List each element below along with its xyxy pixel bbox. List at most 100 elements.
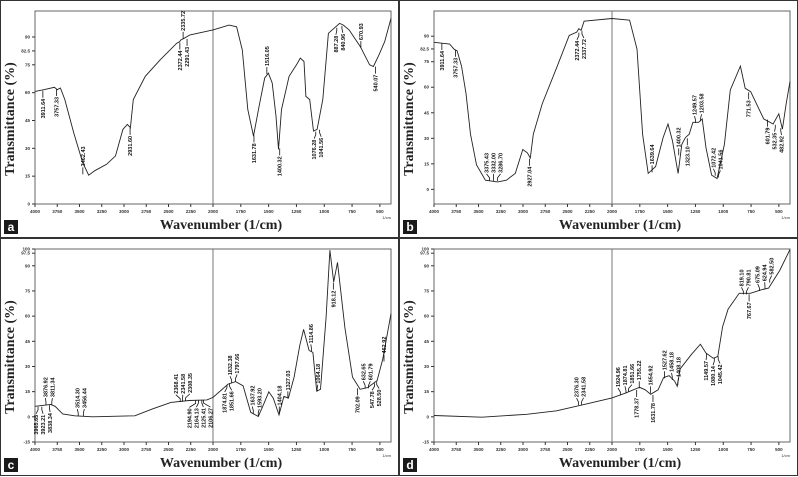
x-tick-label: 3000	[518, 209, 529, 214]
y-tick-label: 60	[424, 85, 430, 90]
peak-label: 3965.65	[34, 415, 40, 435]
y-tick-label: 82.5	[420, 46, 429, 51]
peak-label: 1323.10	[685, 146, 691, 166]
x-tick-label: 3000	[119, 447, 130, 452]
y-tick-label: 15	[424, 161, 430, 166]
y-tick-label: 30	[424, 136, 430, 141]
x-tick-label: 3250	[496, 447, 507, 452]
x-tick-label: 2000	[607, 209, 618, 214]
x-tick-label: 1000	[319, 209, 330, 214]
peak-label: 540.07	[373, 75, 379, 92]
panel-tag: c	[4, 458, 18, 472]
peak-label: 790.81	[746, 269, 752, 286]
x-tick-label: 2500	[562, 447, 573, 452]
x-tick-label: 2750	[141, 209, 152, 214]
x-tick-label: 3750	[52, 209, 63, 214]
peak-label: 528.50	[377, 390, 383, 407]
peak-label: 1654.92	[648, 365, 654, 385]
x-axis-label: Wavenumber (1/cm)	[540, 456, 700, 472]
peak-label: 1851.66	[230, 391, 236, 411]
peak-label: 3375.43	[485, 153, 491, 173]
peak-label: 2368.41	[174, 374, 180, 394]
peak-marker	[252, 406, 253, 413]
peak-label: 1832.38	[228, 355, 234, 375]
peak-label: 2341.58	[181, 374, 187, 394]
y-tick-label: 75	[25, 62, 31, 67]
x-tick-label: 3000	[518, 447, 529, 452]
panel-tag: d	[403, 458, 417, 472]
x-tick-label: 1000	[718, 209, 729, 214]
x-tick-label: 1500	[663, 447, 674, 452]
peak-marker	[377, 382, 379, 389]
peak-label: 1631.78	[651, 403, 657, 423]
peak-label: 3911.64	[440, 50, 446, 71]
x-tick-label: 2000	[607, 447, 618, 452]
y-tick-label: 82.5	[21, 48, 30, 53]
peak-label: 582.50	[770, 258, 776, 275]
y-tick-label: -15	[422, 440, 429, 445]
peak-label: 1041.56	[319, 138, 325, 158]
peak-label: 1631.78	[252, 143, 258, 163]
peak-label: 1851.66	[630, 364, 636, 384]
peak-label: 2376.30	[575, 377, 581, 397]
peak-label: 2291.43	[185, 47, 191, 67]
x-unit-label: 1/cm	[382, 215, 391, 220]
x-tick-label: 4000	[30, 209, 41, 214]
peak-label: 2927.04	[527, 166, 533, 187]
peak-marker	[342, 26, 343, 33]
y-tick-label: 60	[25, 90, 31, 95]
y-tick-label: 90	[25, 263, 31, 268]
peak-label: 840.96	[341, 34, 347, 51]
peak-marker	[230, 376, 232, 383]
peak-marker	[363, 381, 365, 388]
peak-label: 1516.05	[265, 46, 271, 66]
y-tick-label: 30	[424, 364, 430, 369]
peak-label: 1408.18	[677, 357, 683, 377]
y-tick-label: 100	[22, 247, 30, 252]
x-tick-label: 2750	[141, 447, 152, 452]
y-tick-label: 30	[25, 146, 31, 151]
y-tick-label: 60	[25, 314, 31, 319]
peak-marker	[336, 28, 337, 35]
x-tick-label: 1750	[236, 209, 247, 214]
peak-label: 3923.21	[41, 415, 47, 435]
peak-label: 670.93	[359, 23, 365, 40]
y-tick-label: 15	[25, 389, 31, 394]
peak-marker	[577, 398, 579, 405]
x-axis-label: Wavenumber (1/cm)	[540, 218, 700, 234]
peak-label: 3838.34	[48, 412, 54, 433]
peak-label: 632.65	[361, 363, 367, 380]
x-tick-label: 1500	[663, 209, 674, 214]
peak-label: 532.35	[773, 133, 779, 150]
peak-label: 482.92	[780, 136, 786, 153]
x-tick-label: 3750	[451, 209, 462, 214]
peak-marker	[176, 395, 180, 402]
x-tick-label: 2500	[163, 209, 174, 214]
x-tick-label: 1500	[264, 209, 275, 214]
peak-marker	[497, 174, 500, 181]
peak-marker	[577, 33, 579, 40]
peak-label: 1458.18	[670, 352, 676, 372]
y-axis-label: Transmittance (%)	[402, 297, 418, 417]
x-tick-label: 2500	[163, 447, 174, 452]
x-tick-label: 750	[348, 447, 356, 452]
x-tick-label: 3250	[97, 447, 108, 452]
x-tick-label: 500	[775, 209, 783, 214]
peak-label: 3462.43	[81, 146, 87, 166]
peak-label: 547.78	[370, 391, 376, 408]
peak-label: 819.10	[739, 269, 745, 286]
peak-marker	[781, 128, 782, 135]
x-tick-label: 3500	[473, 209, 484, 214]
x-tick-label: 4000	[429, 447, 440, 452]
peak-label: 1045.42	[718, 364, 724, 384]
x-tick-label: 3500	[74, 447, 85, 452]
peak-label: 1072.42	[711, 148, 717, 168]
peak-label: 2335.72	[181, 11, 187, 31]
x-tick-label: 1750	[236, 447, 247, 452]
x-tick-label: 2750	[540, 209, 551, 214]
peak-label: 1404.18	[277, 386, 283, 406]
